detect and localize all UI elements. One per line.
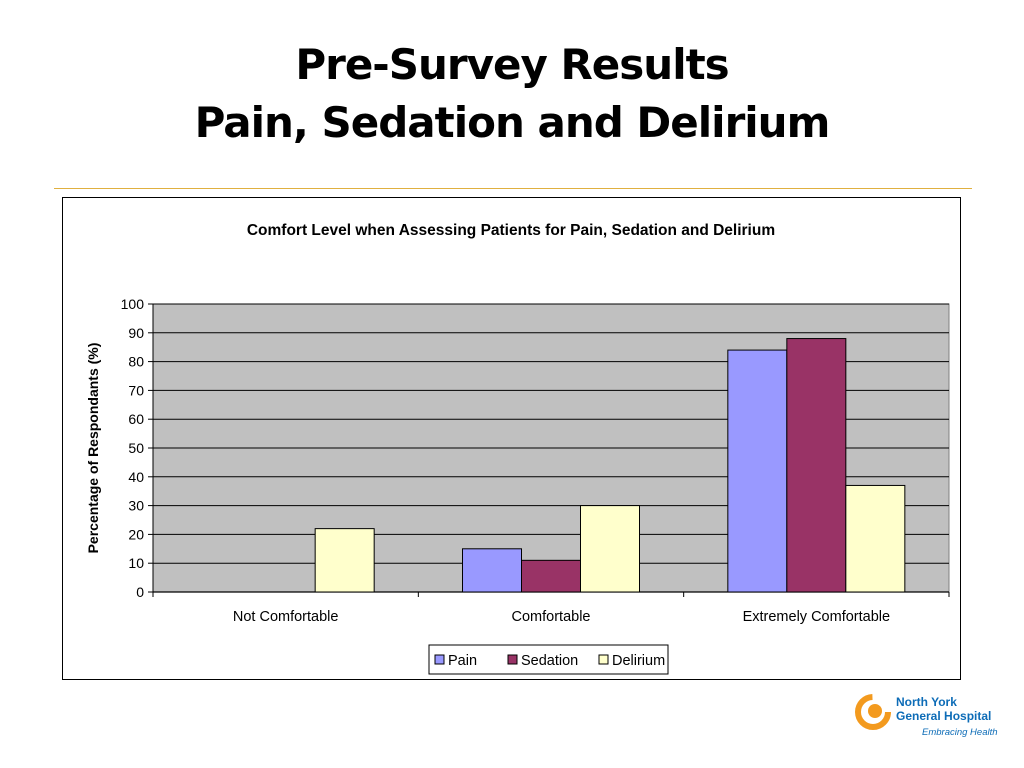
legend-label-sedation: Sedation — [521, 653, 578, 669]
bar-pain — [462, 548, 522, 593]
x-category-label: Comfortable — [512, 609, 591, 625]
bar-sedation — [521, 559, 581, 593]
y-tick-label: 100 — [121, 296, 145, 312]
y-tick-label: 0 — [136, 584, 144, 600]
bar-sedation — [786, 338, 847, 593]
slide-title: Pre-Survey Results Pain, Sedation and De… — [0, 36, 1024, 152]
legend-label-delirium: Delirium — [612, 653, 665, 669]
bar-delirium — [845, 484, 906, 593]
bar-pain — [727, 349, 788, 593]
bar-chart: Comfort Level when Assessing Patients fo… — [85, 222, 950, 675]
chart-frame: Comfort Level when Assessing Patients fo… — [62, 197, 961, 680]
y-tick-label: 20 — [128, 526, 144, 542]
x-category-label: Not Comfortable — [233, 609, 339, 625]
title-divider — [54, 188, 972, 189]
legend-swatch-pain — [434, 654, 445, 665]
logo-name: North York General Hospital — [896, 695, 991, 723]
y-tick-label: 70 — [128, 382, 144, 398]
y-tick-label: 40 — [128, 469, 144, 485]
slide-title-line-2: Pain, Sedation and Delirium — [194, 98, 831, 147]
y-tick-label: 10 — [128, 555, 144, 571]
logo-name-line-1: North York — [896, 695, 957, 709]
logo-name-line-2: General Hospital — [896, 709, 992, 723]
legend-label-pain: Pain — [448, 653, 477, 669]
y-tick-label: 60 — [128, 411, 144, 427]
y-tick-label: 50 — [128, 440, 144, 456]
logo-swirl-icon — [855, 694, 891, 730]
y-tick-label: 90 — [128, 325, 144, 341]
legend-swatch-sedation — [507, 654, 518, 665]
x-category-label: Extremely Comfortable — [743, 609, 890, 625]
legend — [428, 644, 669, 675]
bar-delirium — [580, 505, 640, 593]
hospital-logo: North York General Hospital Embracing He… — [852, 692, 1002, 742]
logo-tagline: Embracing Health — [922, 727, 998, 738]
y-axis-label: Percentage of Respondants (%) — [85, 343, 101, 554]
y-tick-label: 80 — [128, 354, 144, 370]
y-tick-label: 30 — [128, 498, 144, 514]
bar-delirium — [314, 528, 375, 593]
slide-title-line-1: Pre-Survey Results — [295, 40, 729, 89]
chart-title: Comfort Level when Assessing Patients fo… — [247, 222, 775, 239]
legend-swatch-delirium — [598, 654, 609, 665]
